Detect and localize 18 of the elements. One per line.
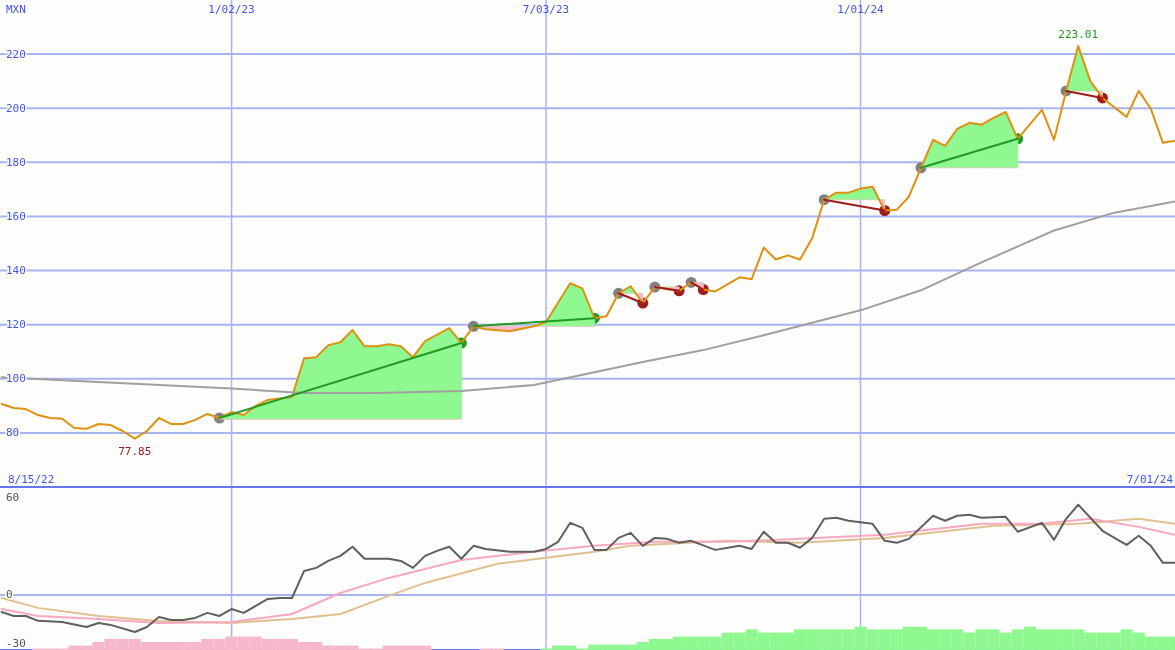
- x-tick-label: 1/01/24: [837, 3, 885, 16]
- y-tick-label: 220: [6, 47, 26, 61]
- y-tick-label: 180: [6, 155, 26, 169]
- x-tick-label: 7/03/23: [522, 3, 570, 16]
- y-tick-label: 80: [6, 426, 20, 440]
- y-tick-label: 0: [6, 588, 13, 602]
- y-tick-label: 160: [6, 209, 26, 223]
- y-tick-label: -30: [6, 637, 26, 650]
- y-tick-label: 200: [6, 101, 26, 115]
- y-tick-label: 120: [6, 318, 26, 332]
- x-tick-label: 1/02/23: [208, 3, 255, 16]
- y-tick-label: 140: [6, 264, 26, 278]
- annotation: 223.01: [1058, 27, 1099, 41]
- annotation: 7/01/24: [1126, 473, 1174, 486]
- annotation: 77.85: [118, 444, 152, 458]
- y-axis-title: MXN: [6, 3, 26, 16]
- y-tick-label: 60: [6, 491, 20, 505]
- annotation: 8/15/22: [8, 473, 55, 486]
